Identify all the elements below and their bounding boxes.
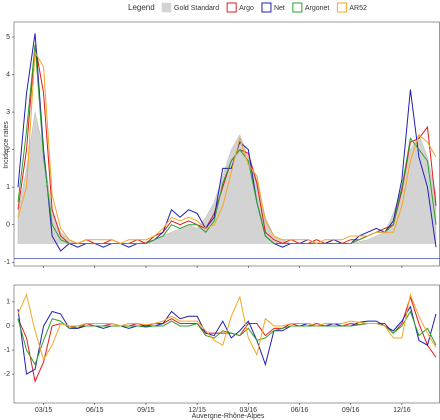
legend-label: Gold Standard (174, 5, 219, 12)
y-tick-label: 0 (6, 323, 10, 330)
y-tick-label: 0 (6, 222, 10, 229)
x-tick-label: 06/15 (86, 407, 104, 414)
series-line (17, 310, 437, 366)
y-axis-label: Incidence rates (3, 121, 10, 169)
y-tick-label: -2 (4, 371, 10, 378)
x-tick-label: 09/15 (137, 407, 155, 414)
x-tick-label: 03/16 (240, 407, 258, 414)
y-tick-label: -1 (4, 347, 10, 354)
y-tick-label: 2 (6, 146, 10, 153)
series-line (17, 50, 437, 245)
legend-title: Legend (128, 3, 155, 12)
legend-key (292, 2, 303, 13)
y-tick-label: 1 (6, 184, 10, 191)
x-tick-label: 03/15 (35, 407, 53, 414)
y-tick-label: 1 (6, 299, 10, 306)
panel-frame (13, 284, 440, 404)
series-line (17, 305, 437, 375)
x-axis-label: Auvergne-Rhône-Alpes (192, 413, 265, 420)
y-tick-label: 4 (6, 71, 10, 78)
gold-area (17, 112, 437, 244)
legend-key (161, 2, 172, 13)
x-tick-label: 12/16 (393, 407, 411, 414)
legend-key (226, 2, 237, 13)
legend-label: Argo (239, 5, 254, 12)
series-line (17, 292, 437, 361)
legend-label: Argonet (305, 5, 330, 12)
legend-key (336, 2, 347, 13)
x-tick-label: 09/16 (342, 407, 360, 414)
legend-label: AR52 (349, 5, 367, 12)
x-tick-label: 06/16 (291, 407, 309, 414)
series-line (17, 44, 437, 244)
y-tick-label: 5 (6, 34, 10, 41)
x-tick-label: 12/15 (188, 407, 206, 414)
y-tick-label: -1 (4, 259, 10, 266)
series-line (17, 295, 437, 383)
legend-key (261, 2, 272, 13)
legend-label: Net (274, 5, 285, 12)
y-tick-label: 3 (6, 109, 10, 116)
